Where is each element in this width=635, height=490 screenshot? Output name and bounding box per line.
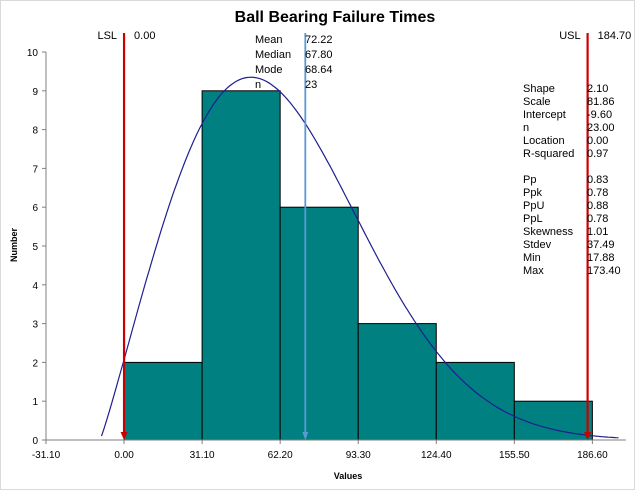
usl-value: 184.70 <box>598 30 632 42</box>
stat-label: PpU <box>523 200 544 212</box>
stat-value: 81.86 <box>587 96 615 108</box>
stat-value: 0.00 <box>587 135 608 147</box>
histogram-bar <box>123 361 203 441</box>
stat-value: 0.78 <box>587 187 608 199</box>
statistics-panel: Mean 72.22 Median 67.80 Mode 68.64 n 23 Shape 2.1… <box>255 34 621 277</box>
chart-title: Ball Bearing Failure Times <box>235 9 436 26</box>
usl-label: USL <box>559 30 580 42</box>
stat-label: n <box>523 122 529 134</box>
stat-value: 17.88 <box>587 252 615 264</box>
fit-curve <box>100 76 619 439</box>
stat-label: R-squared <box>523 148 574 160</box>
y-tick-label: 0 <box>32 436 38 447</box>
stat-value: 37.49 <box>587 239 615 251</box>
stat-label: Median <box>255 49 291 61</box>
lsl-label: LSL <box>97 30 117 42</box>
stat-value: 68.64 <box>305 64 333 76</box>
stat-value: 72.22 <box>305 34 333 46</box>
x-axis-label: Values <box>334 471 363 481</box>
x-tick-label: 62.20 <box>268 450 293 461</box>
fit-curve-group <box>100 76 619 439</box>
x-tick-label: 93.30 <box>346 450 371 461</box>
stat-value: 67.80 <box>305 49 333 61</box>
histogram-bar <box>435 361 515 441</box>
stat-value: 173.40 <box>587 265 621 277</box>
histogram-bar <box>513 400 593 441</box>
stat-value: 0.78 <box>587 213 608 225</box>
stat-value: 1.01 <box>587 226 608 238</box>
y-tick-label: 1 <box>32 397 38 408</box>
y-tick-label: 7 <box>32 164 38 175</box>
stat-label: Scale <box>523 96 551 108</box>
stat-label: Max <box>523 265 544 277</box>
y-tick-label: 2 <box>32 358 38 369</box>
y-tick-label: 9 <box>32 87 38 98</box>
x-tick-label: 31.10 <box>190 450 215 461</box>
stat-label: n <box>255 79 261 91</box>
stat-label: Shape <box>523 83 555 95</box>
lsl-arrow <box>120 432 128 440</box>
y-tick-label: 5 <box>32 242 38 253</box>
stat-label: Location <box>523 135 565 147</box>
stat-value: 23.00 <box>587 122 615 134</box>
x-tick-label: -31.10 <box>32 450 61 461</box>
stat-label: Mode <box>255 64 283 76</box>
stat-value: 0.83 <box>587 174 608 186</box>
y-tick-label: 6 <box>32 203 38 214</box>
stat-label: Min <box>523 252 541 264</box>
stat-label: Stdev <box>523 239 552 251</box>
usl-arrow <box>584 432 592 440</box>
stat-label: Mean <box>255 34 283 46</box>
stat-value: -9.60 <box>587 109 612 121</box>
stat-label: PpL <box>523 213 543 225</box>
mean-arrow <box>302 432 309 440</box>
histogram-bar <box>357 323 437 441</box>
x-tick-label: 0.00 <box>114 450 134 461</box>
stat-value: 2.10 <box>587 83 608 95</box>
y-axis-label: Number <box>9 228 19 263</box>
stat-value: 23 <box>305 79 317 91</box>
x-tick-label: 124.40 <box>421 450 452 461</box>
histogram-bar <box>201 90 281 441</box>
stat-label: Ppk <box>523 187 542 199</box>
stat-label: Pp <box>523 174 536 186</box>
stat-value: 0.88 <box>587 200 608 212</box>
y-tick-label: 4 <box>32 281 38 292</box>
spec-lines: LSL 0.00 USL 184.70 <box>97 30 631 440</box>
histogram-bar <box>279 206 359 441</box>
y-tick-label: 10 <box>27 48 39 59</box>
lsl-value: 0.00 <box>134 30 155 42</box>
x-tick-label: 186.60 <box>577 450 608 461</box>
stat-value: 0.97 <box>587 148 608 160</box>
x-tick-label: 155.50 <box>499 450 530 461</box>
y-tick-label: 3 <box>32 320 38 331</box>
stat-label: Skewness <box>523 226 574 238</box>
y-tick-label: 8 <box>32 126 38 137</box>
stat-label: Intercept <box>523 109 566 121</box>
